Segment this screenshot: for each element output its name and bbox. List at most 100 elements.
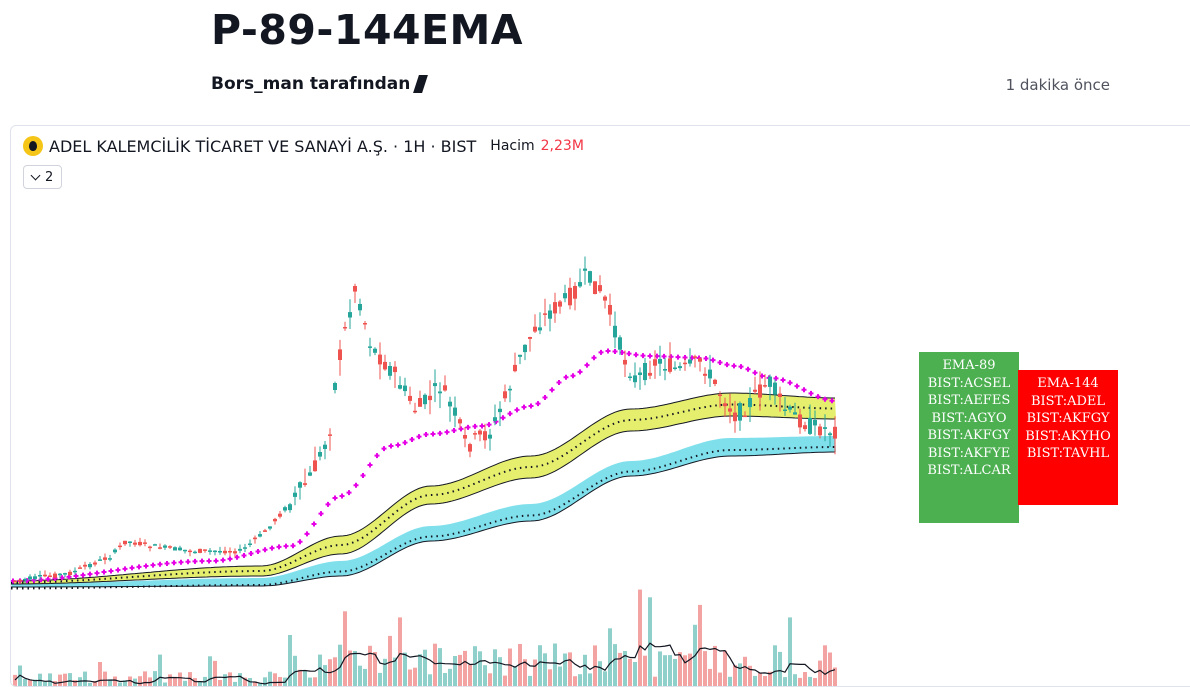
volume-bar <box>438 648 442 686</box>
volume-bar <box>488 673 492 686</box>
volume-bar <box>818 660 822 686</box>
volume-bar <box>758 672 762 686</box>
ema-short-marker <box>353 482 359 488</box>
candle-body <box>823 427 827 429</box>
ema144-lower-line <box>11 451 835 588</box>
candle-body <box>518 354 522 357</box>
volume-bar <box>48 673 52 686</box>
candle-body <box>698 358 702 362</box>
candle-body <box>763 385 767 387</box>
candle-body <box>103 557 107 560</box>
ema-short-marker <box>374 453 380 459</box>
ema-short-marker <box>542 395 548 401</box>
candle-body <box>643 363 647 381</box>
candle-body <box>393 366 397 373</box>
candle-body <box>608 305 612 315</box>
ema-short-marker <box>591 355 597 361</box>
volume-value: 2,23M <box>540 138 584 154</box>
candle-body <box>703 373 707 376</box>
volume-bar <box>83 671 87 686</box>
candle-body <box>133 542 137 545</box>
author-name[interactable]: Bors_man tarafından <box>211 74 411 94</box>
ema-short-marker <box>213 558 219 564</box>
chart-widget[interactable]: ADEL KALEMCİLİK TİCARET VE SANAYİ A.Ş. ·… <box>10 125 1190 687</box>
ema-short-marker <box>647 353 653 359</box>
volume-bar <box>823 645 827 686</box>
candle-body <box>108 558 112 560</box>
ema144-band <box>11 436 836 587</box>
indicator-collapse-button[interactable]: 2 <box>23 165 63 189</box>
volume-bar <box>458 654 462 686</box>
volume-bar <box>828 652 832 686</box>
volume-bar <box>528 675 532 686</box>
volume-bar <box>398 617 402 686</box>
candle-body <box>78 567 82 569</box>
volume-bar <box>168 674 172 686</box>
volume-bar <box>453 656 457 686</box>
volume-bar <box>813 678 817 686</box>
ema-short-marker <box>269 545 275 551</box>
candle-body <box>693 356 697 358</box>
candle-body <box>268 526 272 529</box>
ema89-symbol: BIST:ALCAR <box>927 463 1011 478</box>
volume-bar <box>653 676 657 686</box>
candle-body <box>308 472 312 476</box>
candle-body <box>343 327 347 329</box>
ema89-lower-line <box>11 415 835 585</box>
ema-short-marker <box>752 370 758 376</box>
candle-body <box>473 433 477 435</box>
volume-bar <box>713 645 717 686</box>
volume-bar <box>643 655 647 686</box>
candle-body <box>263 530 267 532</box>
ema-short-marker <box>199 558 205 564</box>
volume-bar <box>678 652 682 686</box>
ema-short-marker <box>815 394 821 400</box>
ema144-symbol: BIST:TAVHL <box>1026 446 1110 461</box>
volume-bar <box>118 682 122 686</box>
ema-short-marker <box>290 543 296 549</box>
candle-body <box>598 285 602 292</box>
candle-body <box>528 337 532 339</box>
ema-short-marker <box>500 415 506 421</box>
candle-body <box>573 286 577 299</box>
ema-short-marker <box>745 366 751 372</box>
candle-body <box>283 507 287 511</box>
candle-body <box>548 310 552 319</box>
candle-body <box>383 361 387 370</box>
symbol-title[interactable]: ADEL KALEMCİLİK TİCARET VE SANAYİ A.Ş. ·… <box>49 136 477 156</box>
candle-body <box>28 576 32 580</box>
volume-bar <box>218 680 222 686</box>
candle-body <box>768 376 772 387</box>
ema-short-marker <box>668 354 674 360</box>
candle-body <box>418 398 422 407</box>
price-chart[interactable] <box>11 126 1190 686</box>
ema-short-marker <box>458 426 464 432</box>
candle-body <box>498 408 502 413</box>
ema-short-marker <box>738 364 744 370</box>
volume-bar <box>503 675 507 686</box>
candle-body <box>353 286 357 292</box>
author-byline[interactable]: Bors_man tarafından <box>211 74 429 94</box>
ema-short-marker <box>318 511 324 517</box>
ema-short-marker <box>451 427 457 433</box>
ema-short-marker <box>66 574 72 580</box>
volume-bar <box>428 674 432 686</box>
ema144-symbol: BIST:AKFGY <box>1026 411 1110 426</box>
candle-body <box>73 570 77 573</box>
volume-bar <box>143 671 147 686</box>
candle-body <box>313 460 317 472</box>
volume-bar <box>808 676 812 686</box>
ema-short-marker <box>136 564 142 570</box>
volume-bar <box>163 682 167 686</box>
candle-body <box>673 367 677 369</box>
ema-short-marker <box>780 377 786 383</box>
ema-short-marker <box>395 442 401 448</box>
volume-bar <box>368 645 372 686</box>
volume-bar <box>413 667 417 686</box>
ema-short-marker <box>38 577 44 583</box>
candle-body <box>338 349 342 360</box>
volume-bar <box>728 676 732 686</box>
candle-body <box>603 296 607 301</box>
ema-short-marker <box>598 349 604 355</box>
candle-body <box>793 412 797 415</box>
